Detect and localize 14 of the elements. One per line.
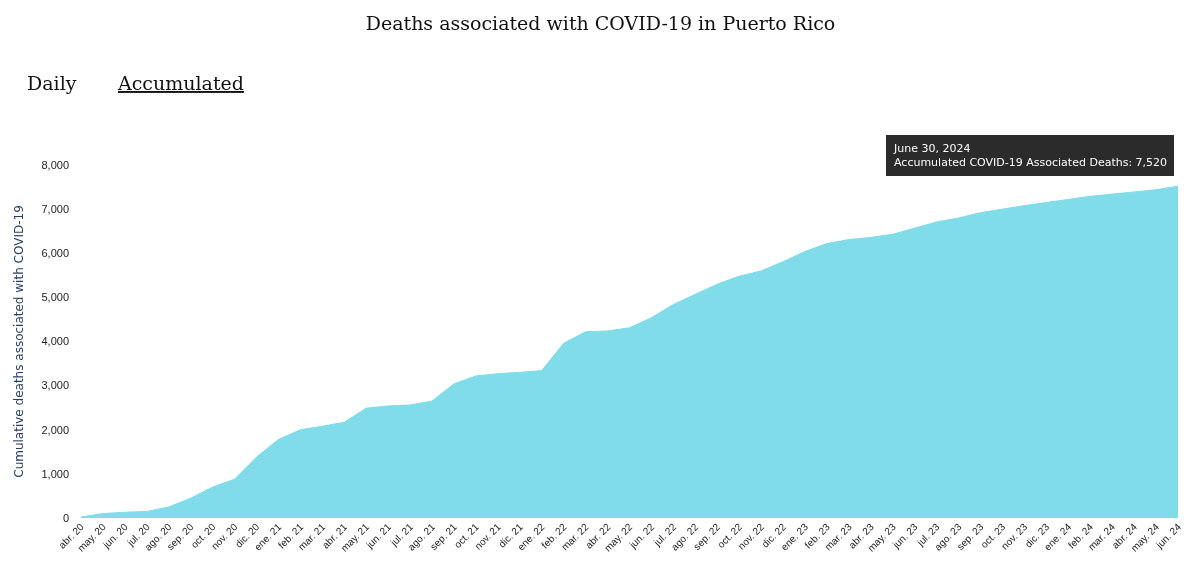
annotation: June 30, 2024 Accumulated COVID-19 Associated Deaths: 7,520 [893,142,1168,170]
chart-title: Deaths associated with COVID-19 in Puerto Rico [365,12,836,35]
y-tick-label: 0 [62,511,69,524]
y-tick-label: 3,000 [41,379,69,392]
y-tick-label: 4,000 [41,335,69,348]
y-tick-label: 6,000 [41,247,69,260]
y-tick-label: 8,000 [41,158,69,171]
y-tick-label: 5,000 [41,291,69,304]
text: Daily [27,72,77,94]
y-tick-label: 7,000 [41,202,69,215]
y-tick-label: 1,000 [41,467,69,480]
y-axis-title: Cumulative deaths associated with COVID-19 [11,205,26,478]
y-tick-label: 2,000 [41,423,69,436]
text: Accumulated [117,72,244,94]
